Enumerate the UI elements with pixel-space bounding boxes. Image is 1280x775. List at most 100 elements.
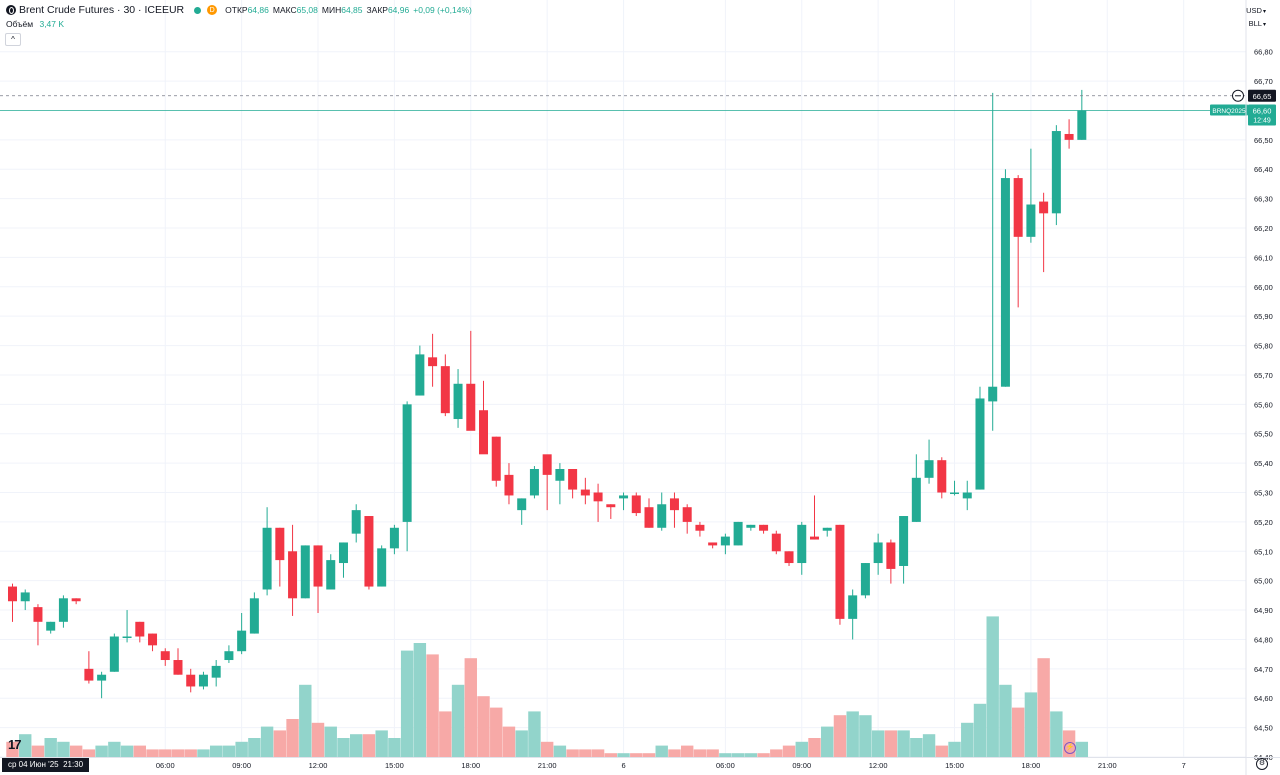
candle-body[interactable] (809, 536, 819, 540)
candle-body[interactable] (937, 460, 947, 493)
candle-body[interactable] (529, 469, 539, 496)
unit-selector[interactable]: BLL (1249, 19, 1266, 28)
candle-body[interactable] (173, 660, 183, 675)
candle-body[interactable] (542, 454, 552, 475)
candle-body[interactable] (351, 510, 361, 534)
candle-body[interactable] (619, 495, 629, 499)
candle-body[interactable] (377, 548, 387, 587)
candles[interactable] (8, 89, 1087, 699)
candle-body[interactable] (338, 542, 348, 564)
candle-body[interactable] (848, 595, 858, 619)
delayed-data-badge[interactable]: D (207, 5, 218, 15)
candle-body[interactable] (720, 536, 730, 546)
candle-body[interactable] (771, 533, 781, 552)
candle-body[interactable] (109, 636, 119, 672)
candle-body[interactable] (593, 492, 603, 502)
candle-body[interactable] (8, 586, 17, 602)
candle-body[interactable] (797, 524, 807, 564)
currency-selector[interactable]: USD (1246, 6, 1266, 15)
candle-body[interactable] (453, 383, 463, 420)
candle-body[interactable] (440, 366, 450, 414)
candle-body[interactable] (835, 524, 845, 619)
candle-body[interactable] (364, 516, 374, 587)
candle-body[interactable] (822, 527, 832, 531)
candle-body[interactable] (1026, 204, 1036, 237)
candle-body[interactable] (784, 551, 794, 564)
candle-body[interactable] (708, 542, 718, 546)
candle-body[interactable] (962, 492, 972, 499)
candle-body[interactable] (1051, 131, 1061, 214)
candle-body[interactable] (504, 474, 514, 496)
candle-body[interactable] (198, 674, 208, 687)
candle-body[interactable] (746, 524, 756, 528)
candle-body[interactable] (46, 621, 56, 631)
tradingview-logo-icon[interactable]: 17 (8, 737, 22, 752)
candle-body[interactable] (695, 524, 705, 531)
candle-body[interactable] (249, 598, 259, 634)
candle-body[interactable] (873, 542, 883, 564)
candle-body[interactable] (669, 498, 679, 511)
candle-body[interactable] (899, 516, 909, 566)
candle-body[interactable] (886, 542, 896, 569)
current-price-value: 66,60 (1253, 106, 1272, 115)
candle-body[interactable] (759, 524, 769, 531)
candle-body[interactable] (300, 545, 310, 599)
candle-body[interactable] (860, 563, 870, 596)
candle-body[interactable] (122, 636, 132, 639)
candle-body[interactable] (733, 521, 743, 546)
candle-body[interactable] (224, 651, 234, 661)
candle-body[interactable] (275, 527, 285, 561)
candle-body[interactable] (160, 651, 170, 661)
candle-body[interactable] (1039, 201, 1049, 214)
candle-body[interactable] (326, 560, 336, 590)
symbol-title[interactable]: Brent Crude Futures · 30 · ICEEUR (19, 4, 185, 16)
settings-gear-icon[interactable]: ⚙ (1256, 758, 1268, 770)
candle-body[interactable] (950, 492, 960, 495)
candle-body[interactable] (389, 527, 399, 549)
candle-body[interactable] (466, 383, 476, 431)
candle-body[interactable] (186, 674, 196, 687)
volume-bar (95, 745, 108, 757)
candle-body[interactable] (58, 598, 68, 622)
candle-body[interactable] (924, 460, 934, 478)
collapse-legend-button[interactable]: ^ (5, 33, 21, 46)
candle-body[interactable] (606, 504, 616, 508)
candle-body[interactable] (237, 630, 247, 652)
candle-body[interactable] (211, 665, 221, 678)
candle-body[interactable] (135, 621, 145, 637)
candle-body[interactable] (33, 607, 43, 622)
candle-body[interactable] (644, 507, 654, 528)
candle-body[interactable] (911, 477, 921, 522)
candle-body[interactable] (402, 404, 412, 522)
candle-body[interactable] (682, 507, 692, 522)
candle-body[interactable] (1064, 133, 1074, 140)
candle-body[interactable] (71, 598, 81, 602)
candle-body[interactable] (262, 527, 272, 590)
volume-bar (795, 741, 808, 757)
candle-body[interactable] (428, 357, 438, 367)
volume-label[interactable]: Объём (6, 19, 34, 29)
candle-body[interactable] (517, 498, 527, 511)
alert-icon[interactable]: ⚡ (1064, 742, 1076, 754)
candle-body[interactable] (657, 504, 667, 528)
candle-body[interactable] (479, 410, 489, 455)
time-axis[interactable]: 06:00 09:00 12:00 15:00 18:00 21:00 6 06:00 09:0… (0, 757, 1280, 771)
candle-body[interactable] (491, 436, 501, 481)
candle-body[interactable] (631, 495, 641, 514)
candle-body[interactable] (568, 469, 578, 490)
candle-body[interactable] (1000, 178, 1010, 387)
candle-body[interactable] (84, 668, 94, 681)
candle-body[interactable] (975, 398, 985, 490)
candle-body[interactable] (1077, 110, 1087, 140)
candle-body[interactable] (20, 592, 30, 602)
candle-body[interactable] (288, 551, 298, 599)
candle-body[interactable] (580, 489, 590, 496)
candle-body[interactable] (97, 674, 107, 681)
candle-body[interactable] (313, 545, 323, 587)
candle-body[interactable] (988, 386, 998, 402)
candle-body[interactable] (1013, 178, 1023, 237)
candle-body[interactable] (555, 469, 565, 481)
candle-body[interactable] (415, 354, 425, 396)
candle-body[interactable] (148, 633, 158, 646)
